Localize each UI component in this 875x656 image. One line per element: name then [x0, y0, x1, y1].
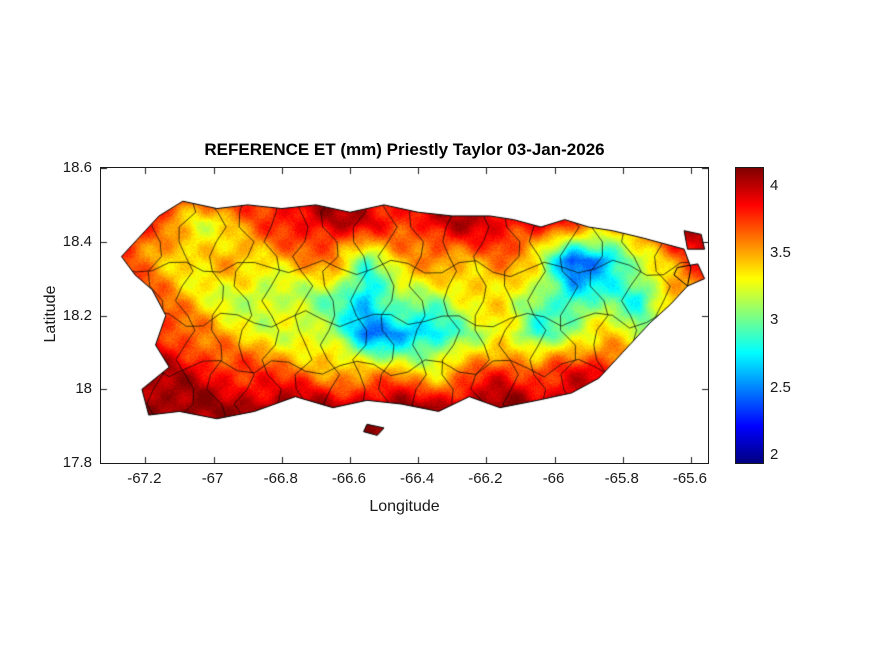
x-tick-label: -67.2: [127, 470, 162, 487]
y-tick-label: 18: [75, 380, 92, 398]
colorbar-tick-label: 2: [770, 445, 779, 463]
y-tick-label: 17.8: [62, 454, 92, 471]
y-tick-label: 18.4: [62, 232, 92, 250]
plot-area: [100, 167, 709, 464]
x-tick-label: -67: [201, 470, 224, 487]
chart-title: REFERENCE ET (mm) Priestly Taylor 03-Jan…: [204, 140, 605, 159]
x-tick-label: -66.6: [331, 470, 367, 487]
x-tick-label: -65.8: [604, 470, 639, 487]
puerto-rico-et-heatmap: [101, 168, 708, 463]
colorbar-tick-label: 3.5: [770, 243, 791, 261]
x-tick-label: -66: [542, 470, 565, 487]
colorbar-tick-label: 2.5: [770, 378, 791, 396]
x-axis-label: Longitude: [369, 498, 440, 515]
x-tick-label: -66.8: [263, 470, 298, 487]
colorbar: [735, 167, 764, 464]
colorbar-tick-label: 4: [770, 176, 779, 194]
y-tick-label: 18.2: [62, 306, 92, 324]
y-tick-label: 18.6: [62, 159, 92, 176]
y-axis-label: Latitude: [42, 285, 59, 343]
colorbar-tick-label: 3: [770, 311, 779, 329]
x-tick-label: -66.2: [468, 470, 503, 487]
x-tick-label: -65.6: [672, 470, 708, 487]
x-tick-label: -66.4: [400, 470, 435, 487]
